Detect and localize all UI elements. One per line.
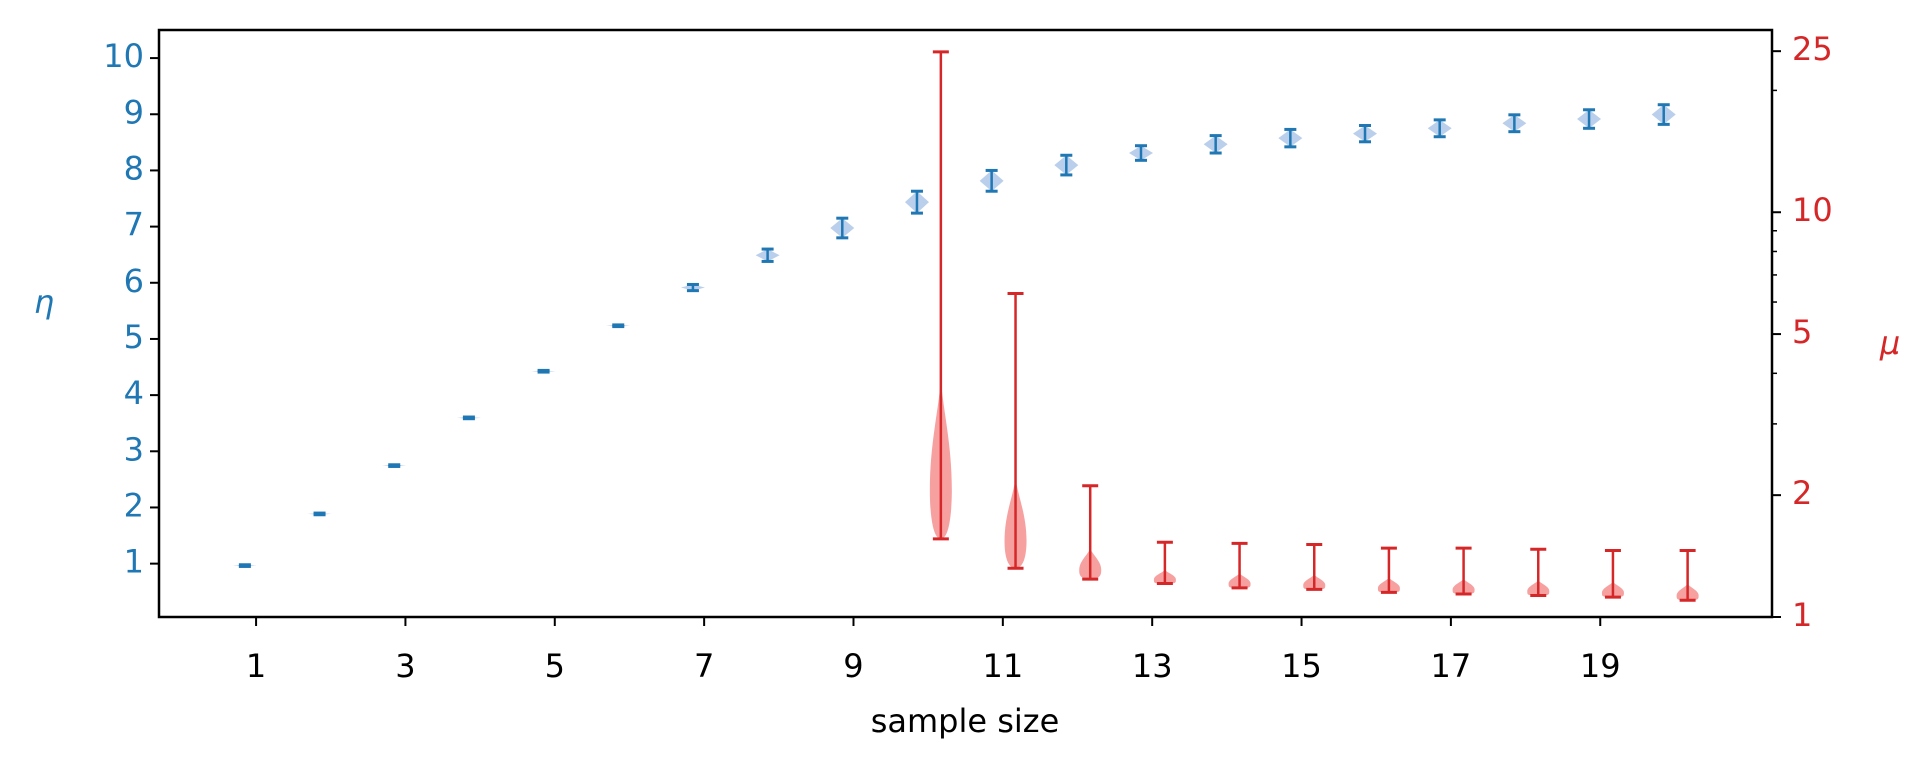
x-tick-label: 3 [395,647,415,685]
x-tick-label: 5 [545,647,565,685]
y-tick-label: 6 [124,262,144,300]
x-tick-label: 19 [1580,647,1621,685]
x-tick-label: 17 [1431,647,1472,685]
y-axis-label: η [34,283,54,321]
y-tick-label: 8 [124,149,144,187]
y-tick-label: 2 [124,486,144,524]
x-tick-label: 7 [694,647,714,685]
y-tick-label: 9 [124,93,144,131]
x-axis-label: sample size [871,702,1060,740]
plot-frame [157,28,1774,619]
y2-tick-label: 25 [1792,30,1833,68]
y-tick-label: 1 [124,543,144,581]
y2-tick-label: 2 [1792,474,1812,512]
y-tick-label: 5 [124,318,144,356]
y2-tick-label: 5 [1792,313,1812,351]
x-tick-label: 9 [843,647,863,685]
x-tick-label: 11 [982,647,1023,685]
x-tick-label: 13 [1132,647,1173,685]
y2-tick-label: 1 [1792,596,1812,634]
y-tick-label: 10 [103,37,144,75]
x-tick-label: 1 [246,647,266,685]
y-tick-label: 7 [124,206,144,244]
y2-tick-label: 10 [1792,191,1833,229]
y-tick-label: 4 [124,374,144,412]
x-tick-label: 15 [1281,647,1322,685]
y-tick-label: 3 [124,430,144,468]
y2-axis-label: μ [1879,324,1900,362]
